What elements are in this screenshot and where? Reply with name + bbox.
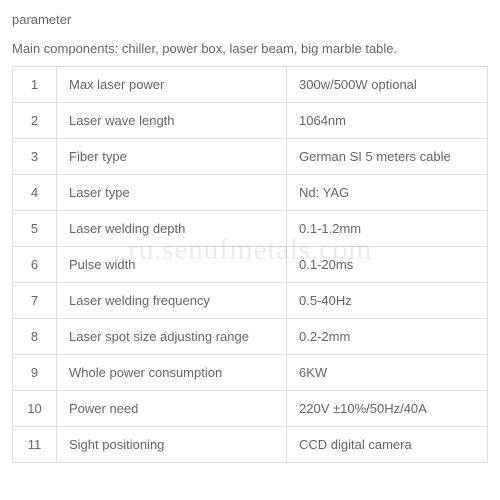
table-row: 2Laser wave length1064nm bbox=[13, 103, 488, 139]
row-parameter: Sight positioning bbox=[57, 427, 287, 463]
row-parameter: Laser spot size adjusting range bbox=[57, 319, 287, 355]
row-number: 11 bbox=[13, 427, 57, 463]
row-value: 0.2-2mm bbox=[287, 319, 488, 355]
components-subtitle: Main components: chiller, power box, las… bbox=[12, 41, 488, 56]
row-value: 0.1-1.2mm bbox=[287, 211, 488, 247]
table-row: 3Fiber typeGerman SI 5 meters cable bbox=[13, 139, 488, 175]
row-parameter: Laser type bbox=[57, 175, 287, 211]
table-row: 10Power need220V ±10%/50Hz/40A bbox=[13, 391, 488, 427]
row-value: 1064nm bbox=[287, 103, 488, 139]
row-number: 8 bbox=[13, 319, 57, 355]
table-row: 7Laser welding frequency0.5-40Hz bbox=[13, 283, 488, 319]
row-value: 220V ±10%/50Hz/40A bbox=[287, 391, 488, 427]
row-number: 1 bbox=[13, 67, 57, 103]
row-parameter: Laser welding frequency bbox=[57, 283, 287, 319]
row-value: 300w/500W optional bbox=[287, 67, 488, 103]
row-number: 6 bbox=[13, 247, 57, 283]
row-value: 6KW bbox=[287, 355, 488, 391]
row-parameter: Max laser power bbox=[57, 67, 287, 103]
row-value: 0.1-20ms bbox=[287, 247, 488, 283]
row-number: 4 bbox=[13, 175, 57, 211]
row-parameter: Laser welding depth bbox=[57, 211, 287, 247]
table-row: 8Laser spot size adjusting range0.2-2mm bbox=[13, 319, 488, 355]
row-parameter: Whole power consumption bbox=[57, 355, 287, 391]
row-parameter: Fiber type bbox=[57, 139, 287, 175]
table-row: 4Laser typeNd: YAG bbox=[13, 175, 488, 211]
table-row: 11Sight positioningCCD digital camera bbox=[13, 427, 488, 463]
row-value: Nd: YAG bbox=[287, 175, 488, 211]
row-value: German SI 5 meters cable bbox=[287, 139, 488, 175]
row-number: 9 bbox=[13, 355, 57, 391]
row-parameter: Power need bbox=[57, 391, 287, 427]
row-parameter: Pulse width bbox=[57, 247, 287, 283]
row-value: 0.5-40Hz bbox=[287, 283, 488, 319]
table-row: 1Max laser power300w/500W optional bbox=[13, 67, 488, 103]
parameter-table-body: 1Max laser power300w/500W optional2Laser… bbox=[13, 67, 488, 463]
row-number: 7 bbox=[13, 283, 57, 319]
row-number: 2 bbox=[13, 103, 57, 139]
parameter-table: 1Max laser power300w/500W optional2Laser… bbox=[12, 66, 488, 463]
table-row: 6Pulse width0.1-20ms bbox=[13, 247, 488, 283]
row-parameter: Laser wave length bbox=[57, 103, 287, 139]
section-heading: parameter bbox=[12, 12, 488, 27]
row-number: 10 bbox=[13, 391, 57, 427]
row-value: CCD digital camera bbox=[287, 427, 488, 463]
row-number: 3 bbox=[13, 139, 57, 175]
table-row: 5Laser welding depth0.1-1.2mm bbox=[13, 211, 488, 247]
table-row: 9Whole power consumption6KW bbox=[13, 355, 488, 391]
row-number: 5 bbox=[13, 211, 57, 247]
